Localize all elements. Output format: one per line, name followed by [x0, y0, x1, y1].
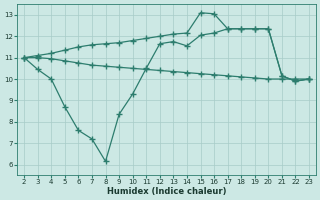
X-axis label: Humidex (Indice chaleur): Humidex (Indice chaleur): [107, 187, 226, 196]
